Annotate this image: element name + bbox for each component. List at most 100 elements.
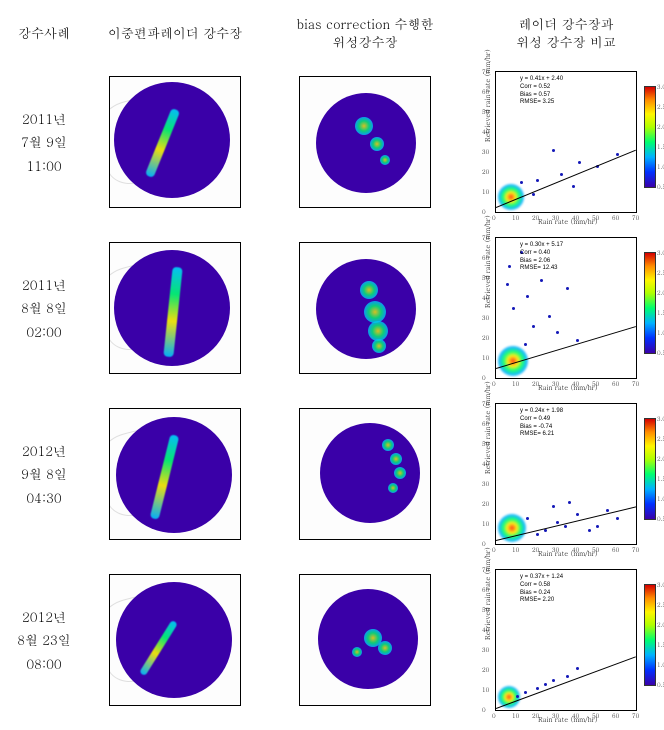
scatter-point (566, 287, 569, 290)
scatter-point (508, 265, 511, 268)
scatter-cb-tick: 3.0 (657, 248, 664, 257)
scatter-ytick: 40 (482, 127, 489, 136)
scatter-xtick: 40 (572, 213, 579, 222)
scatter-ytick: 20 (482, 333, 489, 342)
scatter-point (552, 505, 555, 508)
scatter-point (526, 517, 529, 520)
scatter-density (498, 346, 528, 376)
scatter-point (548, 315, 551, 318)
scatter-cb-tick: 2.0 (657, 454, 664, 463)
scatter-cb-tick: 1.0 (657, 494, 664, 503)
scatter-area (496, 72, 636, 212)
scatter-xtick: 20 (532, 545, 539, 554)
scatter-point (616, 517, 619, 520)
scatter-xtick: 20 (532, 379, 539, 388)
scatter-point (576, 339, 579, 342)
satellite-map: 34N35N36N37N127E128E129E130E0.05.010.015… (299, 242, 431, 374)
scatter-xtick: 50 (592, 545, 599, 554)
radar-map-cell: 34N35N36N37N127E128E129E130E0.05.010.015… (80, 226, 270, 390)
scatter-cb-tick: 0.5 (657, 348, 664, 357)
radar-map-cell: 33.5N34.5N35.5N36.5N37.5N126.5E127.5E128… (80, 392, 270, 556)
radar-map-cell: 34N35N36N37N127E128E129E130E0.05.010.015… (80, 60, 270, 224)
scatter-cb-tick: 0.5 (657, 514, 664, 523)
precip-cell (368, 321, 388, 341)
scatter-point (536, 687, 539, 690)
scatter-ytick: 50 (482, 439, 489, 448)
scatter-xtick: 30 (552, 545, 559, 554)
scatter-cb-tick: 1.5 (657, 640, 664, 649)
scatter-ytick: 70 (482, 565, 489, 574)
radar-map: 34N35N36N37N127E128E129E130E0.05.010.015… (109, 242, 241, 374)
scatter-point (606, 509, 609, 512)
radar-map: 33.5N34.5N35.5N36.5N37.5N126.5E127.5E128… (109, 574, 241, 706)
scatter-xtick: 50 (592, 213, 599, 222)
scatter-point (566, 675, 569, 678)
satellite-map: 34N35N36N37N127E128E129E130E0.05.010.015… (299, 76, 431, 208)
scatter-ytick: 30 (482, 313, 489, 322)
scatter-point (552, 149, 555, 152)
scatter-ytick: 20 (482, 665, 489, 674)
scatter-ytick: 70 (482, 233, 489, 242)
radar-coverage (316, 93, 416, 193)
radar-coverage (114, 82, 230, 198)
scatter-cb-tick: 0.5 (657, 182, 664, 191)
scatter-cb-tick: 2.0 (657, 620, 664, 629)
scatter-point (556, 521, 559, 524)
scatter-xtick: 0 (492, 379, 496, 388)
scatter-ytick: 70 (482, 67, 489, 76)
scatter-xtick: 60 (612, 545, 619, 554)
scatter-point (526, 295, 529, 298)
scatter-area (496, 570, 636, 710)
precip-cell (388, 483, 398, 493)
scatter-xtick: 70 (632, 213, 639, 222)
precip-cell (364, 301, 386, 323)
scatter-point (576, 513, 579, 516)
date-label-0: 2011년 7월 9일 11:00 (8, 60, 80, 224)
scatter-point (578, 161, 581, 164)
scatter-cb-tick: 1.5 (657, 308, 664, 317)
satellite-map-cell: 34N35N36N37N127E128E129E130E0.05.010.015… (270, 60, 460, 224)
scatter-point (568, 501, 571, 504)
scatter-xlabel: Rain rate (mm/hr) (538, 714, 597, 724)
satellite-map-cell: 34N35N36N37N127E128E129E130E0.05.010.015… (270, 226, 460, 390)
scatter-xtick: 40 (572, 545, 579, 554)
stats-box: y = 0.41x + 2.40 Corr = 0.52 Bias = 0.57… (520, 76, 563, 107)
scatter-xtick: 60 (612, 213, 619, 222)
date-label-1: 2011년 8월 8일 02:00 (8, 226, 80, 390)
scatter-cb-tick: 3.0 (657, 414, 664, 423)
scatter-cb-tick: 3.0 (657, 580, 664, 589)
scatter-xtick: 10 (512, 545, 519, 554)
column-header-1: 이중편파레이더 강수장 (80, 8, 270, 58)
radar-map-cell: 33.5N34.5N35.5N36.5N37.5N126.5E127.5E128… (80, 558, 270, 722)
scatter-ytick: 40 (482, 293, 489, 302)
scatter-cb-tick: 1.0 (657, 328, 664, 337)
satellite-map-cell: 33.5N34.5N35.5N36.5N37.5N126.5E127.5E128… (270, 558, 460, 722)
stats-box: y = 0.24x + 1.98 Corr = 0.49 Bias = -0.7… (520, 408, 563, 439)
scatter-point (536, 533, 539, 536)
scatter-ytick: 50 (482, 273, 489, 282)
comparison-grid: 강수사례이중편파레이더 강수장bias correction 수행한 위성강수장… (8, 8, 664, 722)
scatter-point (524, 691, 527, 694)
scatter-point (532, 325, 535, 328)
scatter-point (572, 185, 575, 188)
scatter-ytick: 50 (482, 107, 489, 116)
scatter-ytick: 10 (482, 187, 489, 196)
scatter-ytick: 60 (482, 253, 489, 262)
scatter-ytick: 10 (482, 685, 489, 694)
scatter-ytick: 10 (482, 353, 489, 362)
radar-map: 34N35N36N37N127E128E129E130E0.05.010.015… (109, 76, 241, 208)
stats-box: y = 0.30x + 5.17 Corr = 0.40 Bias = 2.06… (520, 242, 563, 273)
scatter-ytick: 60 (482, 585, 489, 594)
scatter-point (560, 173, 563, 176)
scatter-xlabel: Rain rate (mm/hr) (538, 216, 597, 226)
scatter-cell: y = 0.24x + 1.98 Corr = 0.49 Bias = -0.7… (460, 392, 664, 556)
scatter-cb-tick: 2.5 (657, 600, 664, 609)
scatter-ytick: 30 (482, 147, 489, 156)
scatter-xtick: 0 (492, 545, 496, 554)
scatter-area (496, 404, 636, 544)
scatter-xtick: 50 (592, 379, 599, 388)
radar-map: 33.5N34.5N35.5N36.5N37.5N126.5E127.5E128… (109, 408, 241, 540)
scatter-xtick: 10 (512, 213, 519, 222)
scatter-point (524, 343, 527, 346)
scatter-xlabel: Rain rate (mm/hr) (538, 382, 597, 392)
